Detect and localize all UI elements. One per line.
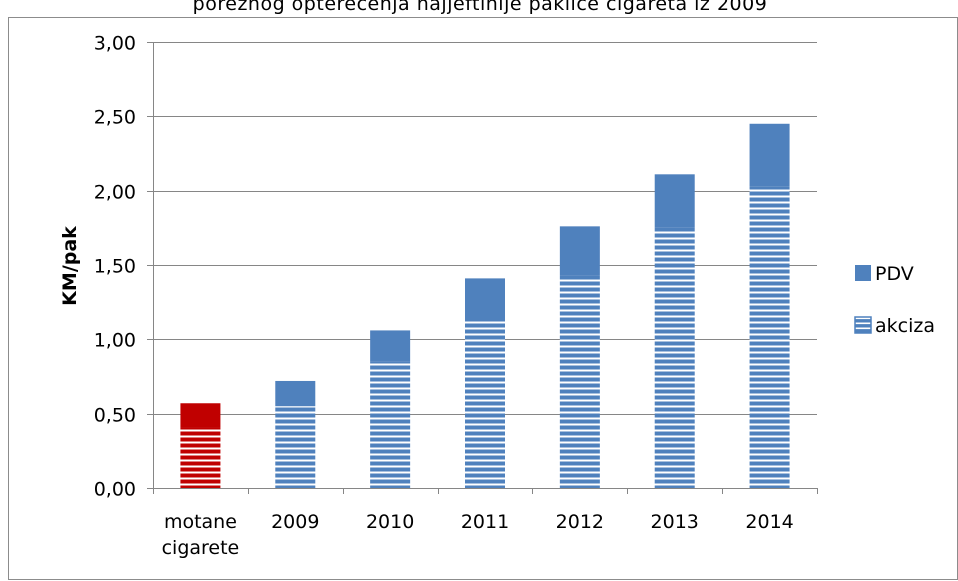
y-tick-label: 0,00 (94, 479, 136, 501)
legend-label-akciza: akciza (875, 315, 935, 337)
x-tick-label: 2012 (556, 511, 604, 533)
bar-segment-pdv (465, 278, 505, 322)
x-tick-labels: motane cigarete 2009 2010 2011 2012 2013 2014 (162, 511, 794, 559)
y-tick-label: 1,50 (94, 256, 136, 278)
x-tick-label: 2011 (461, 511, 509, 533)
bar-segment-akciza (749, 186, 790, 488)
bar-segment-akciza (180, 427, 221, 488)
y-tick-label: 2,00 (94, 182, 136, 204)
bar-segment-pdv (749, 123, 790, 187)
x-tick-label: 2010 (366, 511, 414, 533)
y-tick-label: 3,00 (94, 33, 136, 55)
axes (147, 42, 818, 494)
x-tick-label: cigarete (162, 537, 240, 559)
y-tick-label: 1,00 (94, 330, 136, 352)
y-tick-label: 2,50 (94, 107, 136, 129)
y-tick-label: 0,50 (94, 405, 136, 427)
y-tick-labels: 0,00 0,50 1,00 1,50 2,00 2,50 3,00 (94, 33, 136, 501)
legend-swatch-akciza (854, 316, 872, 334)
y-axis-label: KM/pak (59, 226, 81, 306)
bar-segment-pdv (654, 174, 695, 228)
bar-segment-akciza (275, 406, 316, 488)
bar-segment-akciza (654, 227, 695, 489)
bar-segment-akciza (559, 275, 600, 488)
bar-segment-akciza (370, 361, 411, 488)
bar-segment-pdv (370, 330, 411, 362)
bar-segment-akciza (465, 321, 505, 488)
bar-segment-pdv (559, 226, 600, 276)
legend-label-pdv: PDV (875, 263, 914, 285)
gridlines (153, 42, 817, 415)
x-tick-label: motane (164, 511, 237, 533)
chart-title: poreznog opterećenja najjeftinije paklic… (193, 0, 768, 15)
legend: PDV akciza (854, 263, 935, 337)
bar-segment-pdv (275, 380, 316, 407)
x-tick-label: 2014 (745, 511, 793, 533)
x-tick-label: 2013 (651, 511, 699, 533)
bar-segment-pdv (180, 403, 221, 428)
bars (180, 123, 790, 489)
legend-swatch-pdv (855, 265, 871, 281)
x-tick-label: 2009 (271, 511, 319, 533)
